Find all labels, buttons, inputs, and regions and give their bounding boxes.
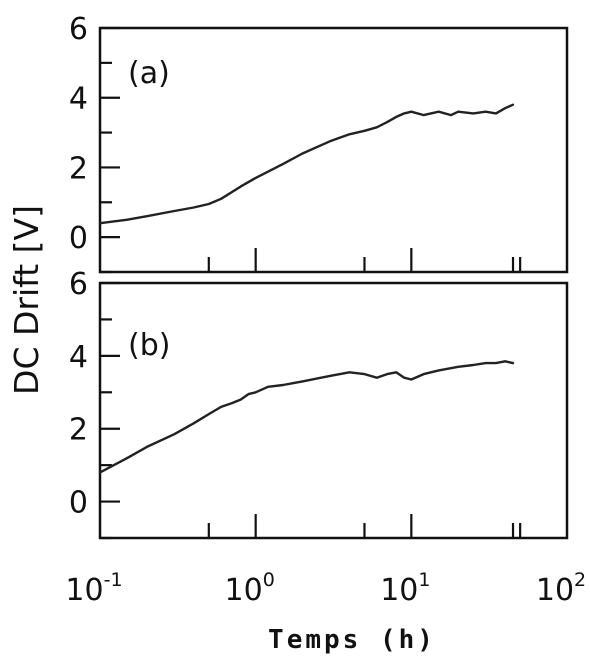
y-tick-label: 4 [69, 82, 88, 117]
x-tick-label: 102 [536, 569, 586, 608]
y-tick-label: 6 [69, 267, 88, 302]
x-tick-label: 10-1 [65, 569, 122, 608]
y-tick-label: 2 [69, 413, 88, 448]
y-tick-label: 0 [69, 221, 88, 256]
y-tick-label: 2 [69, 151, 88, 186]
panel-frame-1 [98, 26, 569, 274]
series-lines [98, 103, 515, 474]
x-axis-label: Temps (h) [268, 625, 436, 655]
x-tick-label: 101 [380, 569, 430, 608]
x-tick-label: 100 [225, 569, 275, 608]
panel-label-1: (a) [128, 56, 170, 91]
y-axis-label: DC Drift [V] [7, 205, 46, 395]
y-tick-label: 4 [69, 340, 88, 375]
series-line-2 [98, 360, 515, 474]
series-line-1 [98, 103, 515, 225]
y-tick-label: 6 [69, 12, 88, 47]
panel-frames [98, 26, 569, 540]
panel-label-2: (b) [128, 328, 170, 363]
axis-ticks [100, 26, 522, 540]
tick-labels: 0 2 4 6 (a) 0 2 4 6 (b) 10-1 100 101 102 [65, 12, 586, 608]
y-tick-label: 0 [69, 486, 88, 521]
panel-frame-2 [98, 281, 569, 540]
